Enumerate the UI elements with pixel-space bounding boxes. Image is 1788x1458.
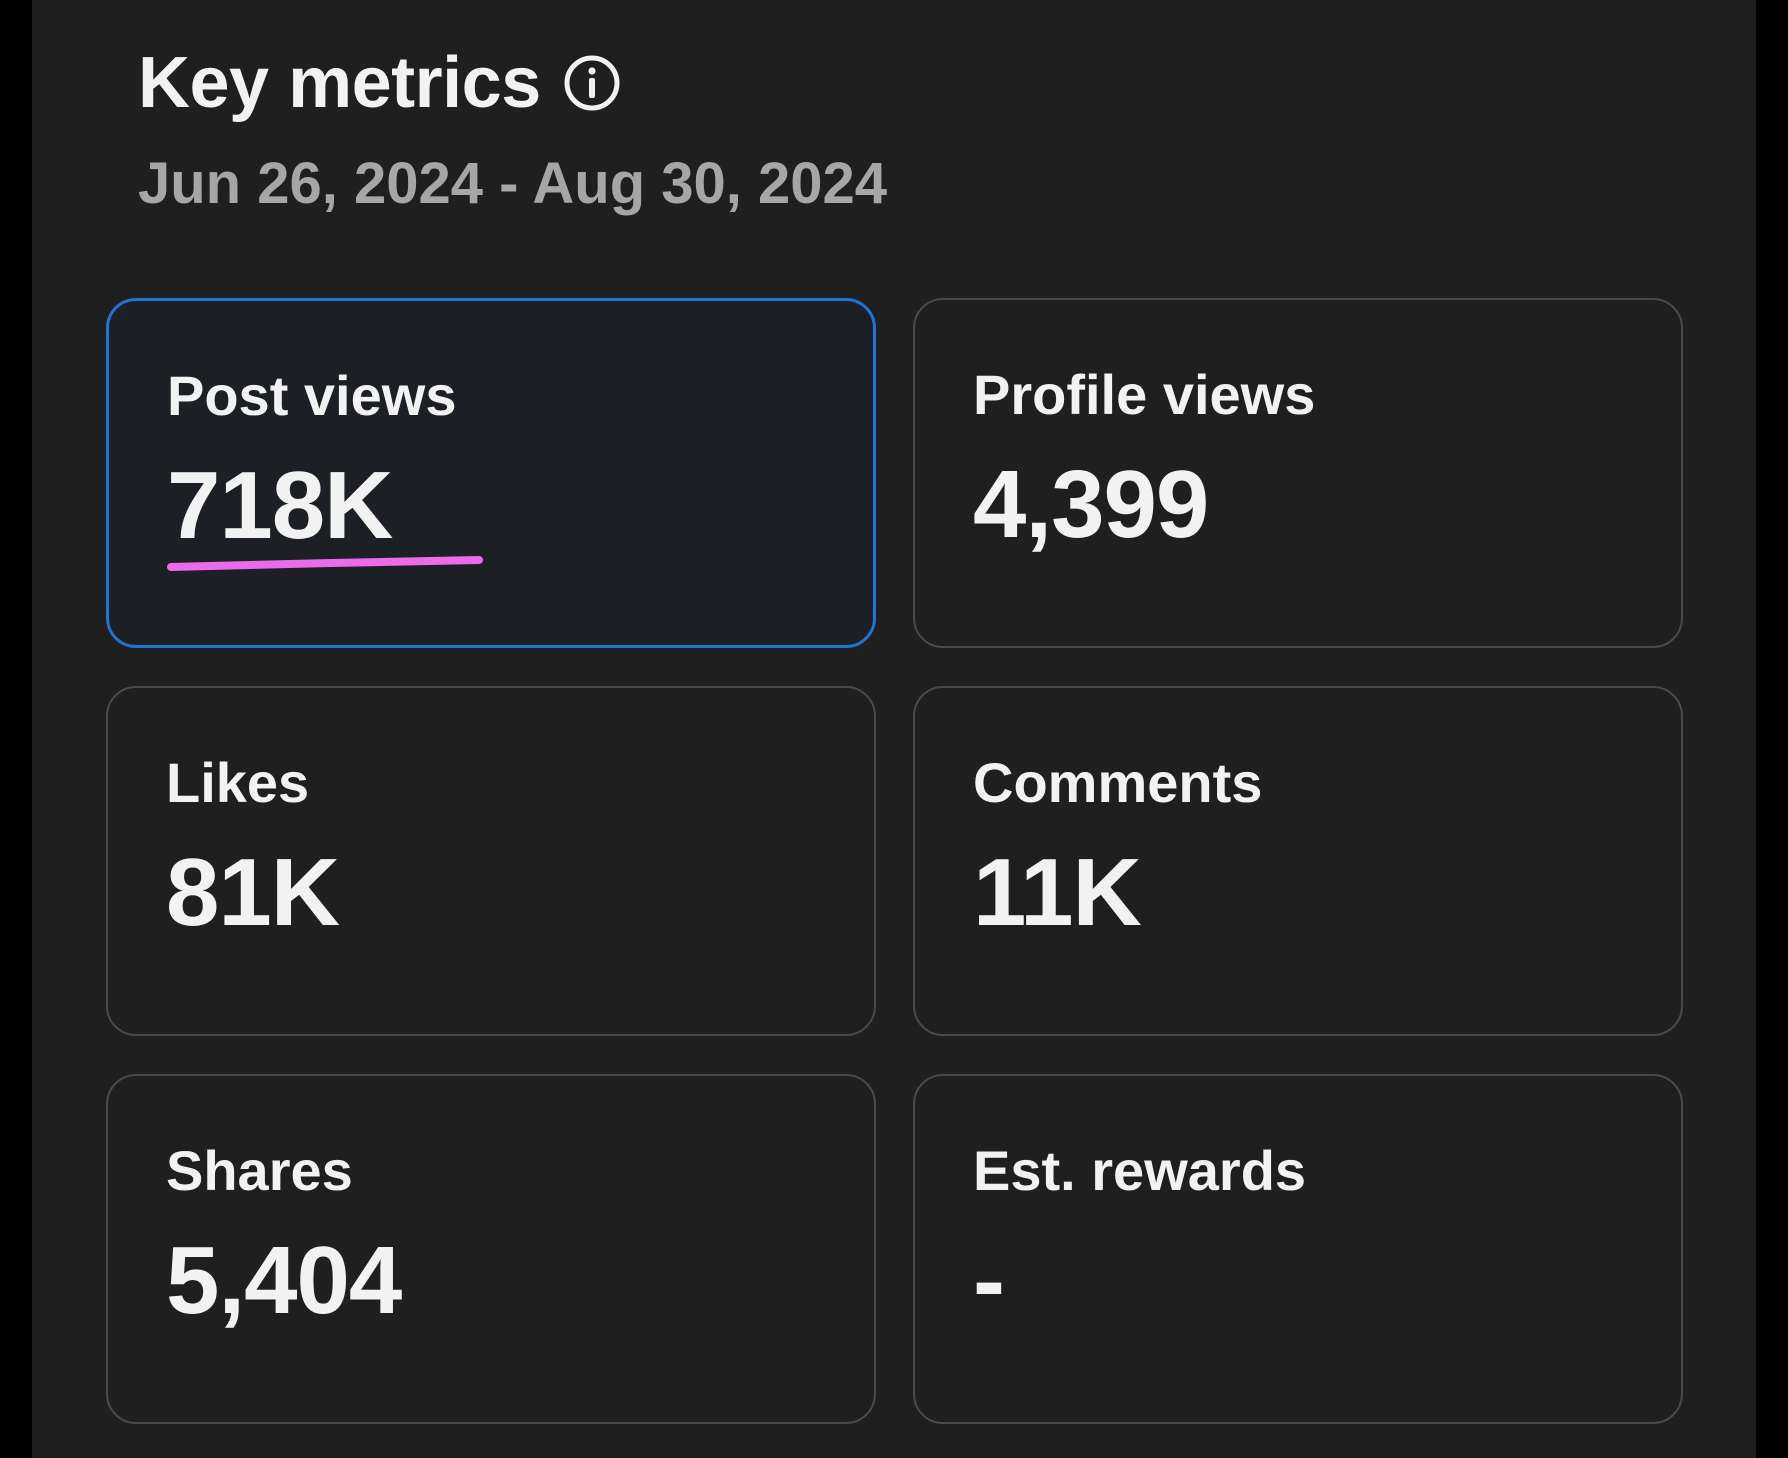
metric-label: Profile views	[973, 363, 1316, 426]
title-row: Key metrics	[138, 38, 887, 128]
metric-label: Est. rewards	[973, 1139, 1307, 1202]
metric-card-profile-views[interactable]: Profile views 4,399	[913, 298, 1683, 648]
metric-label: Likes	[166, 751, 310, 814]
metric-value: 81K	[166, 839, 340, 946]
metric-card-est-rewards[interactable]: Est. rewards -	[913, 1074, 1683, 1424]
key-metrics-header: Key metrics Jun 26, 2024 - Aug 30, 2024	[138, 38, 887, 217]
metric-label: Comments	[973, 751, 1263, 814]
metric-value: 11K	[973, 839, 1142, 946]
page-title: Key metrics	[138, 43, 541, 123]
date-range: Jun 26, 2024 - Aug 30, 2024	[138, 151, 888, 216]
metric-label: Shares	[166, 1139, 353, 1202]
metric-card-post-views[interactable]: Post views 718K	[106, 298, 876, 648]
metric-card-comments[interactable]: Comments 11K	[913, 686, 1683, 1036]
highlight-underline	[167, 556, 483, 571]
key-metrics-panel: Key metrics Jun 26, 2024 - Aug 30, 2024 …	[32, 0, 1756, 1458]
metric-card-shares[interactable]: Shares 5,404	[106, 1074, 876, 1424]
metric-value: 4,399	[973, 451, 1209, 558]
info-icon[interactable]	[563, 54, 621, 112]
metric-label: Post views	[167, 364, 457, 427]
metric-value: -	[973, 1227, 1005, 1334]
metric-card-likes[interactable]: Likes 81K	[106, 686, 876, 1036]
metric-value: 5,404	[166, 1227, 402, 1334]
metric-value: 718K	[167, 452, 393, 559]
